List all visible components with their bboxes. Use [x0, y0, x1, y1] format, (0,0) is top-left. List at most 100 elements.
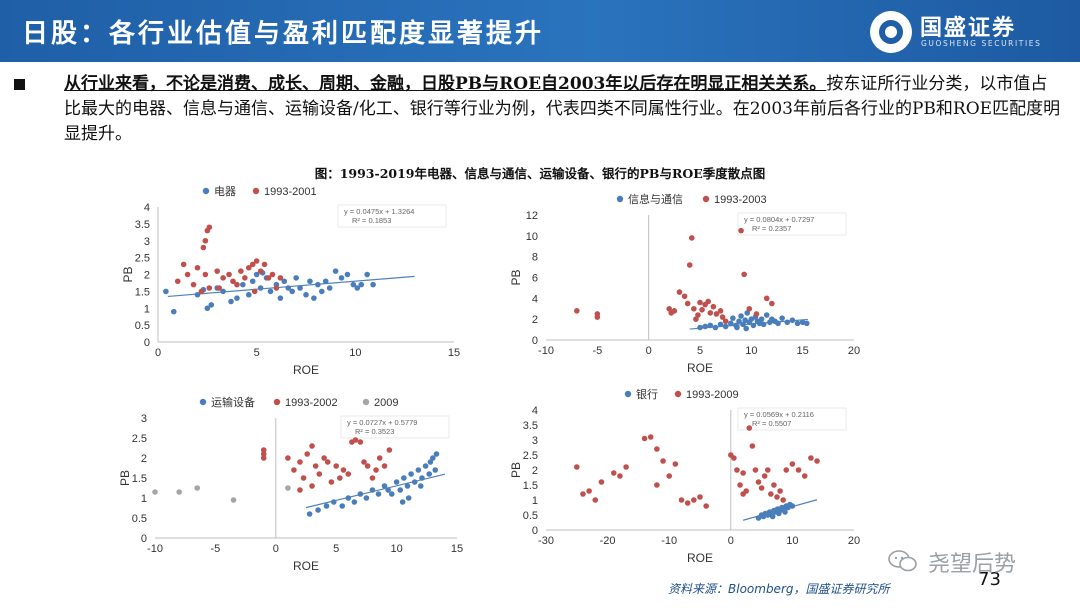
equation-box — [337, 204, 447, 228]
x-tick-label: -10 — [661, 535, 677, 547]
scatter-point-red — [312, 463, 319, 469]
scatter-point-red — [285, 455, 291, 461]
r2-text: R² = 0.2357 — [752, 224, 791, 233]
x-axis-title: ROE — [293, 559, 319, 573]
scatter-point-blue — [763, 312, 770, 318]
scatter-point-red — [771, 482, 777, 488]
chart-info-comm-svg: -10 -5 0 5 10 15 20 0 2 4 6 8 10 12 ROE PB y = 0.0804x +… — [509, 192, 860, 375]
scatter-point-blue — [358, 281, 365, 288]
equation-text: y = 0.0475x + 1.3264 — [344, 207, 414, 216]
scatter-point-red — [697, 299, 703, 306]
scatter-point-red — [774, 494, 780, 500]
scatter-point-blue — [408, 471, 414, 477]
scatter-point-red — [783, 467, 790, 473]
scatter-point-blue — [364, 271, 370, 278]
equation-text: y = 0.0569x + 0.2116 — [744, 410, 814, 419]
scatter-point-blue — [332, 268, 339, 274]
scatter-point-blue — [794, 320, 801, 327]
scatter-point-blue — [281, 278, 288, 285]
figure-title: 图：1993-2019年电器、信息与通信、运输设备、银行的PB与ROE季度散点图 — [314, 166, 766, 181]
x-tick-label: 15 — [448, 347, 460, 359]
legend-label: 银行 — [636, 387, 658, 401]
scatter-point-red — [764, 467, 771, 473]
scatter-point-blue — [249, 278, 256, 285]
y-tick-label: 1.5 — [523, 480, 538, 492]
x-tick-label: 0 — [155, 347, 161, 359]
page-number: 73 — [978, 569, 1001, 590]
scatter-point-red — [734, 467, 740, 473]
x-tick-label: 5 — [697, 345, 703, 357]
scatter-point-blue — [234, 295, 240, 301]
scatter-point-blue — [393, 479, 400, 485]
scatter-point-red — [691, 497, 697, 503]
scatter-point-grey — [230, 497, 237, 503]
scatter-point-red — [352, 437, 359, 443]
scatter-point-blue — [385, 487, 391, 493]
equation-text: y = 0.0804x + 0.7297 — [744, 215, 814, 224]
scatter-point-blue — [422, 463, 429, 469]
scatter-point-red — [695, 312, 701, 318]
scatter-point-red — [647, 434, 654, 440]
scatter-point-red — [713, 311, 720, 317]
y-tick-label: 4 — [532, 293, 538, 305]
x-tick-label: -20 — [600, 535, 616, 547]
scatter-point-blue — [323, 503, 330, 509]
y-axis-title: PB — [121, 266, 135, 282]
scatter-point-blue — [381, 483, 388, 489]
y-tick-label: 1.5 — [135, 286, 150, 298]
scatter-point-red — [340, 467, 347, 473]
scatter-point-blue — [405, 495, 412, 501]
scatter-point-blue — [326, 285, 333, 291]
scatter-point-blue — [758, 316, 765, 322]
scatter-point-red — [641, 435, 648, 442]
scatter-point-blue — [401, 475, 407, 481]
scatter-point-red — [746, 425, 753, 431]
scatter-point-blue — [779, 315, 785, 321]
x-tick-label: -30 — [538, 535, 554, 547]
y-tick-label: 0 — [532, 525, 538, 537]
scatter-point-red — [768, 491, 774, 497]
scatter-point-red — [309, 483, 315, 489]
scatter-point-blue — [432, 467, 439, 473]
scatter-point-red — [580, 491, 586, 497]
scatter-point-blue — [311, 295, 317, 301]
scatter-point-blue — [257, 285, 264, 291]
logo-name: 国盛证券 — [920, 16, 1017, 41]
scatter-point-red — [220, 275, 226, 281]
scatter-point-blue — [411, 479, 418, 485]
equation-box — [737, 212, 847, 236]
equation-box — [340, 415, 450, 439]
x-tick-label: 20 — [848, 345, 860, 357]
y-tick-label: 2 — [144, 270, 150, 282]
scatter-point-red — [238, 268, 244, 274]
scatter-point-blue — [782, 509, 788, 515]
scatter-point-red — [226, 271, 232, 278]
scatter-point-red — [321, 455, 327, 461]
scatter-point-red — [749, 443, 756, 449]
scatter-point-blue — [769, 513, 776, 520]
x-tick-label: 0 — [273, 543, 279, 555]
scatter-point-blue — [712, 324, 719, 331]
scatter-point-blue — [306, 511, 313, 517]
y-tick-label: 4 — [532, 405, 538, 417]
legend-marker-blue — [199, 398, 207, 406]
chart-bank-svg: -30 -20 -10 0 10 20 0 0.5 1 1.5 2 2.5 3 3.5 4 ROE PB y = … — [509, 387, 860, 565]
x-tick-label: 10 — [786, 535, 798, 547]
scatter-point-red — [743, 488, 749, 494]
scatter-point-red — [763, 295, 770, 302]
scatter-point-blue — [345, 495, 352, 501]
x-tick-label: -5 — [211, 543, 221, 555]
scatter-point-red — [755, 479, 762, 485]
legend-marker-red — [273, 398, 281, 406]
equation-text: y = 0.0727x + 0.5779 — [347, 418, 417, 427]
scatter-point-red — [242, 275, 248, 281]
scatter-point-red — [703, 503, 709, 509]
page-title: 日股：各行业估值与盈利匹配度显著提升 — [22, 19, 545, 49]
y-tick-label: 8 — [532, 252, 538, 264]
x-axis-title: ROE — [687, 551, 713, 565]
y-axis-title: PB — [509, 269, 523, 285]
y-axis-title: PB — [509, 462, 523, 478]
scatter-point-blue — [354, 285, 361, 291]
scatter-point-red — [200, 244, 207, 251]
scatter-point-blue — [427, 459, 434, 465]
